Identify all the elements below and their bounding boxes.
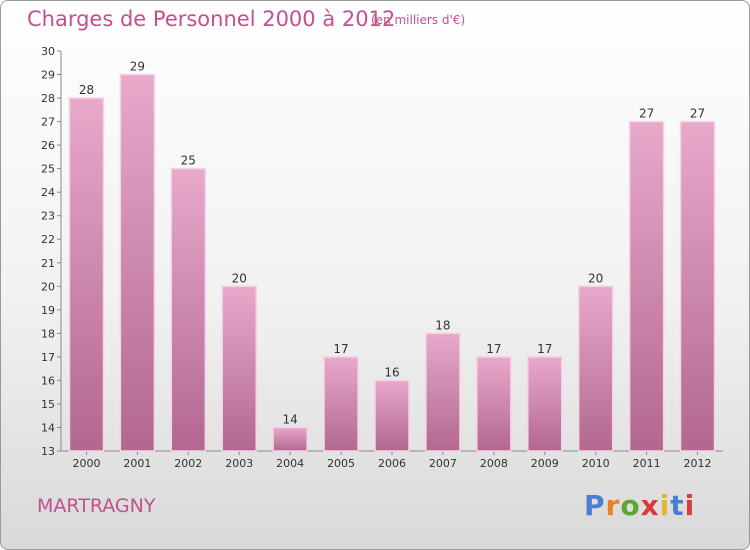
y-tick-label: 13 xyxy=(41,445,55,458)
logo-letter: t xyxy=(670,489,685,522)
y-tick-label: 29 xyxy=(41,69,55,82)
y-tick-label: 16 xyxy=(41,374,55,387)
y-tick-label: 18 xyxy=(41,327,55,340)
chart-title: Charges de Personnel 2000 à 2012 xyxy=(27,7,396,31)
y-tick-label: 28 xyxy=(41,92,55,105)
y-tick-label: 22 xyxy=(41,233,55,246)
chart-data-labels: 28 29 25 20 14 17 16 18 17 17 20 27 27 xyxy=(79,60,705,427)
bar-2001 xyxy=(119,73,156,452)
logo-letter: r xyxy=(605,489,621,522)
bar-2011 xyxy=(628,120,665,452)
data-label-2006: 16 xyxy=(384,365,399,379)
chart-bars xyxy=(68,73,716,452)
x-tick-label-2010: 2010 xyxy=(582,457,610,470)
data-label-2010: 20 xyxy=(588,271,603,285)
chart-subtitle: (en milliers d'€) xyxy=(371,13,466,27)
x-tick-label-2006: 2006 xyxy=(378,457,406,470)
data-label-2008: 17 xyxy=(486,342,501,356)
y-tick-label: 14 xyxy=(41,421,55,434)
x-tick-label-2011: 2011 xyxy=(633,457,661,470)
chart-axes: 13 14 15 16 17 18 19 20 21 22 23 24 25 26 27 28 29 30 2000… xyxy=(41,45,723,470)
x-tick-label-2004: 2004 xyxy=(276,457,304,470)
data-label-2005: 17 xyxy=(333,342,348,356)
data-label-2001: 29 xyxy=(130,60,145,74)
bar-2000 xyxy=(68,97,105,452)
logo-letter: o xyxy=(620,489,641,522)
y-tick-label: 20 xyxy=(41,280,55,293)
bar-2008 xyxy=(476,356,512,452)
y-tick-label: 17 xyxy=(41,351,55,364)
logo-letter: i xyxy=(684,489,696,522)
bar-2010 xyxy=(577,285,614,452)
logo-letter: x xyxy=(640,489,660,522)
x-tick-label-2000: 2000 xyxy=(72,457,100,470)
y-tick-label: 23 xyxy=(41,210,55,223)
y-tick-label: 30 xyxy=(41,45,55,58)
x-tick-label-2008: 2008 xyxy=(480,457,508,470)
bar-2007 xyxy=(425,332,461,452)
logo-letter: i xyxy=(659,489,671,522)
data-label-2002: 25 xyxy=(181,154,196,168)
y-tick-label: 24 xyxy=(41,186,55,199)
x-tick-label-2001: 2001 xyxy=(123,457,151,470)
x-tick-label-2012: 2012 xyxy=(684,457,712,470)
commune-name: MARTRAGNY xyxy=(37,495,156,517)
bar-2012 xyxy=(679,120,716,452)
bar-2009 xyxy=(527,356,563,452)
x-tick-label-2009: 2009 xyxy=(531,457,559,470)
x-tick-label-2005: 2005 xyxy=(327,457,355,470)
bar-2002 xyxy=(170,167,207,452)
data-label-2012: 27 xyxy=(690,107,705,121)
bar-2006 xyxy=(374,379,410,452)
bar-2004 xyxy=(272,426,308,452)
y-tick-label: 26 xyxy=(41,139,55,152)
bar-2003 xyxy=(221,285,257,452)
y-tick-label: 19 xyxy=(41,304,55,317)
y-tick-label: 27 xyxy=(41,116,55,129)
x-tick-label-2007: 2007 xyxy=(429,457,457,470)
x-tick-label-2002: 2002 xyxy=(174,457,202,470)
data-label-2011: 27 xyxy=(639,107,654,121)
proxiti-logo: Proxiti xyxy=(584,489,695,522)
y-tick-label: 15 xyxy=(41,398,55,411)
x-tick-label-2003: 2003 xyxy=(225,457,253,470)
data-label-2007: 18 xyxy=(435,318,450,332)
bar-2005 xyxy=(323,356,359,452)
y-tick-label: 21 xyxy=(41,257,55,270)
data-label-2000: 28 xyxy=(79,83,94,97)
data-label-2009: 17 xyxy=(537,342,552,356)
logo-letter: P xyxy=(584,489,606,522)
y-tick-label: 25 xyxy=(41,163,55,176)
data-label-2004: 14 xyxy=(283,412,298,426)
data-label-2003: 20 xyxy=(232,271,247,285)
